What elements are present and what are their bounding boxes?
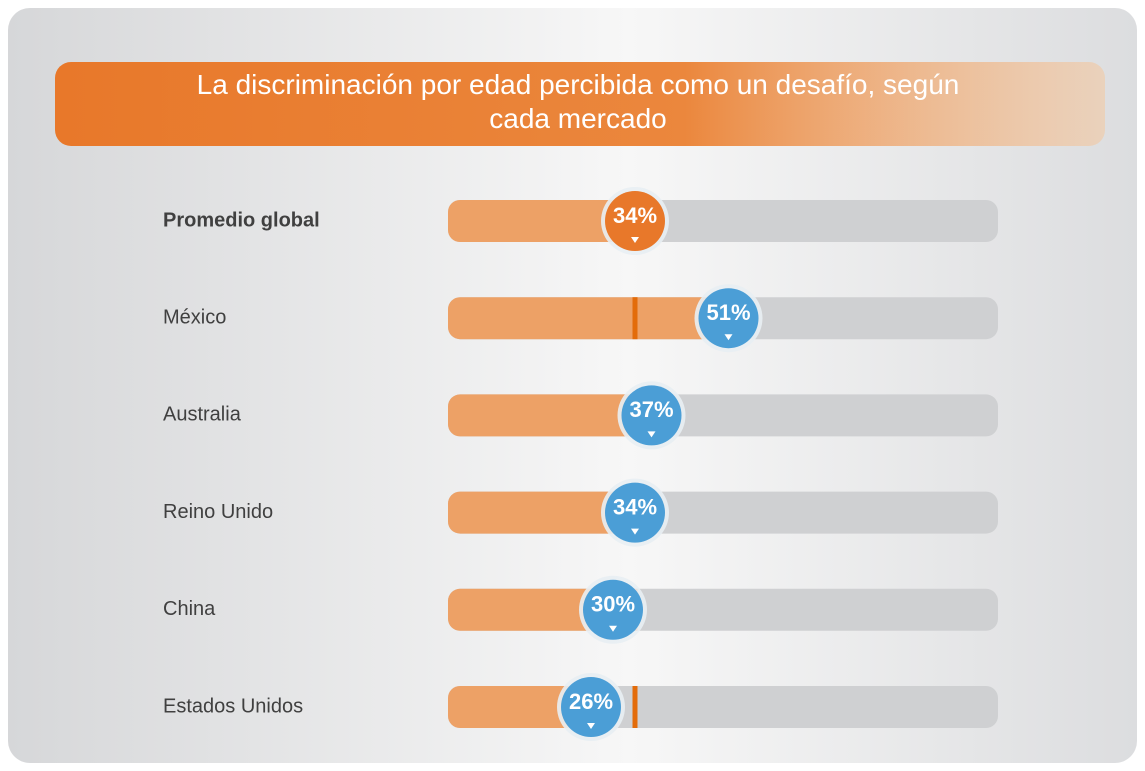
bubble [605, 191, 665, 251]
value-label: 37% [629, 397, 673, 422]
bubble [605, 482, 665, 543]
bubble-arrow [609, 625, 617, 632]
bubble [583, 579, 643, 640]
bar [448, 686, 591, 728]
bar [448, 200, 635, 242]
chart-title: La discriminación por edad percibida com… [196, 69, 960, 134]
bubble-arrow [724, 334, 733, 341]
category-label: México [163, 306, 226, 328]
value-label: 34% [613, 494, 657, 519]
category-label: Reino Unido [163, 501, 273, 523]
bubble-arrow [587, 723, 595, 729]
bar [448, 588, 613, 631]
bubble [561, 677, 621, 737]
bubble [698, 288, 759, 349]
title-banner [55, 62, 1105, 146]
value-label: 26% [569, 689, 613, 714]
bar [448, 491, 635, 534]
bar [448, 394, 652, 437]
bubble-arrow [631, 528, 639, 535]
category-label: Australia [163, 404, 242, 426]
bubble [621, 385, 682, 446]
category-label: China [163, 598, 216, 620]
category-label: Promedio global [163, 209, 320, 231]
value-label: 51% [706, 300, 750, 325]
value-label: 34% [613, 203, 657, 228]
bubble-arrow [647, 431, 656, 438]
bubble-arrow [631, 237, 639, 243]
average-marker [632, 686, 638, 728]
bar [448, 297, 729, 340]
average-marker [632, 297, 638, 340]
category-label: Estados Unidos [163, 695, 303, 717]
value-label: 30% [591, 592, 635, 617]
panel [8, 8, 1137, 763]
